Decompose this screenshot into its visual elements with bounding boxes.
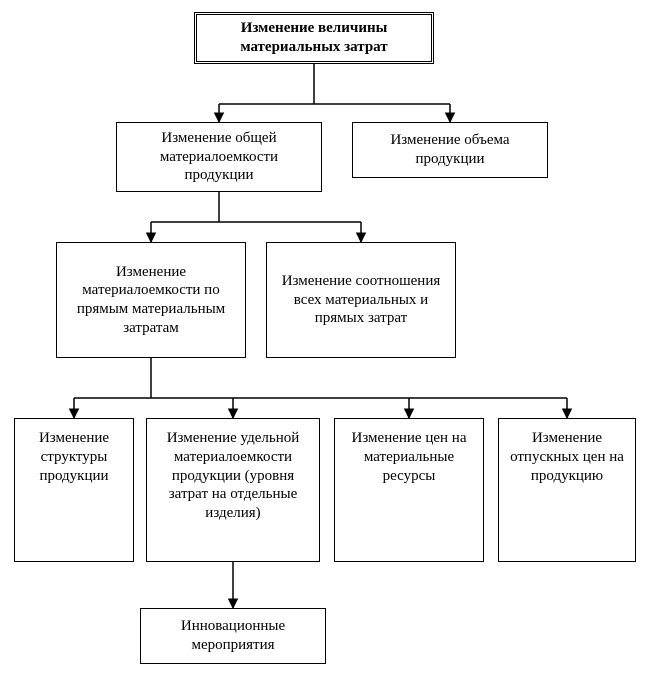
node-n2: Изменение объема продукции <box>352 122 548 178</box>
node-n3-label: Изменение материалоемкости по прямым мат… <box>65 263 237 338</box>
node-n6-label: Изменение удельной материалоемкости прод… <box>155 429 311 523</box>
node-n8-label: Изменение отпускных цен на продукцию <box>507 429 627 485</box>
node-n3: Изменение материалоемкости по прямым мат… <box>56 242 246 358</box>
node-n1-label: Изменение общей материалоемкости продукц… <box>125 129 313 185</box>
node-root-label: Изменение величины материальных затрат <box>205 19 423 57</box>
node-n5-label: Изменение структуры продукции <box>23 429 125 485</box>
node-n2-label: Изменение объема продукции <box>361 131 539 169</box>
node-n9-label: Инновационные мероприятия <box>149 617 317 655</box>
node-n8: Изменение отпускных цен на продукцию <box>498 418 636 562</box>
node-root: Изменение величины материальных затрат <box>194 12 434 64</box>
node-n9: Инновационные мероприятия <box>140 608 326 664</box>
node-n4-label: Изменение соотношения всех материальных … <box>275 272 447 328</box>
node-n1: Изменение общей материалоемкости продукц… <box>116 122 322 192</box>
node-n5: Изменение структуры продукции <box>14 418 134 562</box>
node-n7-label: Изменение цен на материальные ресурсы <box>343 429 475 485</box>
node-n7: Изменение цен на материальные ресурсы <box>334 418 484 562</box>
node-n6: Изменение удельной материалоемкости прод… <box>146 418 320 562</box>
node-n4: Изменение соотношения всех материальных … <box>266 242 456 358</box>
